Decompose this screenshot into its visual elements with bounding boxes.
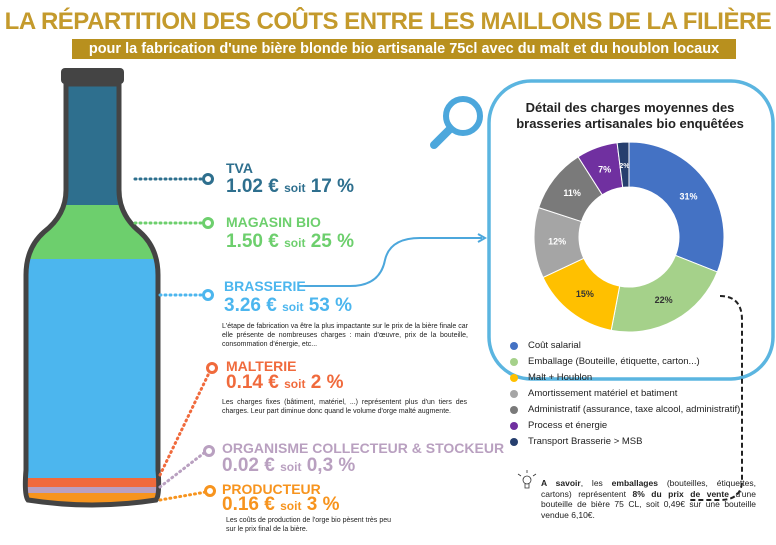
- producteur-note: Les coûts de production de l'orge bio pè…: [226, 517, 391, 533]
- legend-swatch: [510, 373, 518, 382]
- emballage-connector: [690, 295, 743, 501]
- donut-data-label: 7%: [598, 164, 611, 174]
- tip-text: A savoir, les emballages (bouteilles, ét…: [541, 478, 756, 520]
- donut-data-label: 2%: [619, 163, 630, 170]
- organisme-label: ORGANISME COLLECTEUR & STOCKEUR: [222, 440, 505, 456]
- producteur-label: PRODUCTEUR: [222, 481, 321, 497]
- magasin-value: 1.50 € soit 25 %: [226, 231, 355, 252]
- legend-label: Coût salarial: [528, 340, 581, 351]
- tva-value: 1.02 € soit 17 %: [226, 176, 355, 197]
- bottle-segment-malterie: [25, 478, 159, 487]
- legend-swatch: [510, 421, 518, 430]
- donut-data-label: 31%: [680, 192, 698, 202]
- magasin-label: MAGASIN BIO: [226, 214, 321, 230]
- chart-frame: [487, 79, 775, 381]
- bottle-cap: [61, 68, 124, 84]
- legend-item: Amortissement matériel et batiment: [510, 388, 677, 399]
- legend-item: Transport Brasserie > MSB: [510, 436, 642, 447]
- brasserie-value: 3.26 € soit 53 %: [224, 295, 353, 316]
- producteur-value: 0.16 € soit 3 %: [222, 494, 340, 515]
- tva-label: TVA: [226, 160, 253, 176]
- bottle-outline: [22, 81, 162, 508]
- brasserie-label: BRASSERIE: [224, 278, 306, 294]
- organisme-value: 0.02 € soit 0,3 %: [222, 455, 356, 476]
- bottle-segment-brasserie: [25, 259, 159, 478]
- legend-label: Process et énergie: [528, 420, 608, 431]
- donut-slice: [616, 141, 630, 188]
- legend-item: Administratif (assurance, taxe alcool, a…: [510, 404, 740, 415]
- legend-label: Malt + Houblon: [528, 372, 593, 383]
- legend-item: Process et énergie: [510, 420, 607, 431]
- legend-label: Emballage (Bouteille, étiquette, carton.…: [528, 356, 700, 367]
- bottle-segment-tva: [25, 84, 159, 205]
- donut-slice: [610, 254, 718, 333]
- malterie-value: 0.14 € soit 2 %: [226, 372, 344, 393]
- brasserie-note: L'étape de fabrication va être la plus i…: [222, 323, 468, 348]
- legend-swatch: [510, 437, 518, 446]
- donut-data-label: 22%: [655, 295, 673, 305]
- donut-data-label: 15%: [576, 289, 594, 299]
- legend-label: Amortissement matériel et batiment: [528, 388, 678, 399]
- legend-swatch: [510, 341, 518, 350]
- donut-data-label: 12%: [548, 237, 566, 247]
- page-title: LA RÉPARTITION DES COÛTS ENTRE LES MAILL…: [4, 8, 772, 35]
- brasserie-connector: [298, 237, 482, 287]
- legend-label: Administratif (assurance, taxe alcool, a…: [528, 404, 741, 415]
- legend-item: Coût salarial: [510, 340, 581, 351]
- page-subtitle: pour la fabrication d'une bière blonde b…: [72, 39, 736, 59]
- legend-swatch: [510, 357, 518, 366]
- lightbulb-icon: [517, 470, 537, 489]
- bottle-segment-organisme: [25, 487, 159, 493]
- legend-label: Transport Brasserie > MSB: [528, 436, 643, 447]
- legend-swatch: [510, 405, 518, 414]
- malterie-label: MALTERIE: [226, 358, 297, 374]
- chart-title: Détail des charges moyennes des brasseri…: [516, 100, 744, 131]
- legend-swatch: [510, 389, 518, 398]
- donut-chart: 31% 22% 15% 12% 11% 7% 2%: [533, 141, 725, 333]
- legend-item: Emballage (Bouteille, étiquette, carton.…: [510, 356, 700, 367]
- donut-data-label: 11%: [563, 188, 581, 198]
- malterie-note: Les charges fixes (bâtiment, matériel, .…: [222, 399, 467, 415]
- legend-item: Malt + Houblon: [510, 372, 592, 383]
- magnifier-icon: [430, 96, 483, 149]
- donut-slice: [628, 141, 725, 273]
